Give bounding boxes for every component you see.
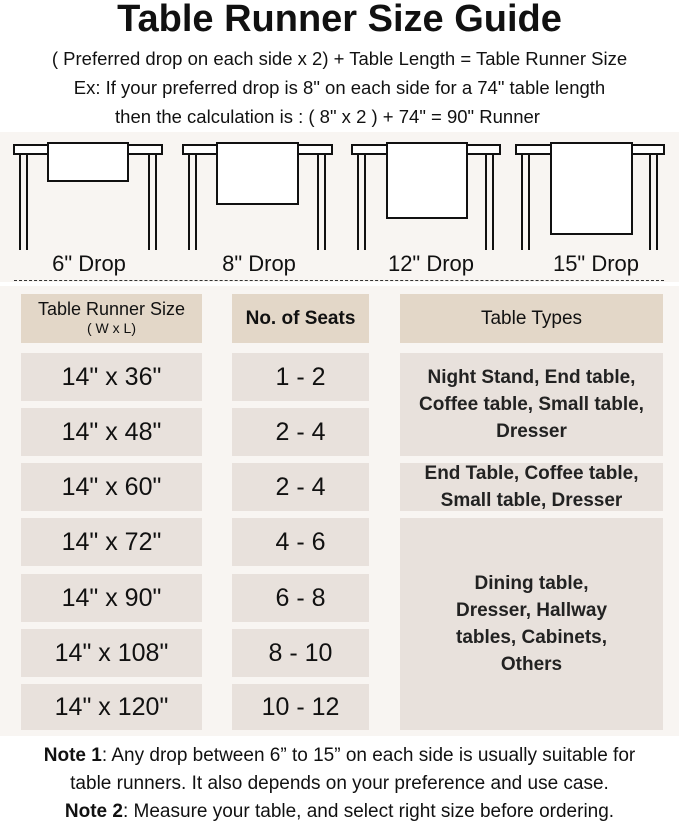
note-1-continued: table runners. It also depends on your p… (70, 773, 609, 794)
header-size: Table Runner Size ( W x L) (21, 294, 202, 343)
note-1-text: : Any drop between 6” to 15” on each sid… (101, 745, 636, 766)
seats-cell: 1 - 2 (232, 353, 369, 401)
note-2-text: : Measure your table, and select right s… (122, 801, 615, 822)
divider (14, 280, 664, 281)
header-types: Table Types (400, 294, 663, 343)
size-cell: 14" x 108" (21, 629, 202, 677)
size-cell: 14" x 120" (21, 684, 202, 730)
seats-cell: 4 - 6 (232, 518, 369, 566)
table-12-drop-icon (351, 142, 501, 250)
note-2: Note 2: Measure your table, and select r… (0, 801, 679, 823)
drop-label-8: 8" Drop (222, 251, 296, 276)
table-8-drop-icon (182, 142, 333, 250)
table-types-cell: Night Stand, End table, Coffee table, Sm… (400, 353, 663, 456)
example-line-2: then the calculation is : ( 8" x 2 ) + 7… (115, 106, 540, 127)
seats-cell: 6 - 8 (232, 574, 369, 622)
page-title: Table Runner Size Guide (117, 0, 562, 40)
table-6-drop-icon (13, 142, 163, 250)
table-15-drop-icon (515, 142, 665, 250)
formula-text: ( Preferred drop on each side x 2) + Tab… (51, 48, 628, 69)
drop-label-6: 6" Drop (52, 251, 126, 276)
seats-cell: 8 - 10 (232, 629, 369, 677)
table-types-cell: Dining table, Dresser, Hallway tables, C… (400, 518, 663, 730)
seats-cell: 2 - 4 (232, 463, 369, 511)
size-cell: 14" x 72" (21, 518, 202, 566)
size-cell: 14" x 36" (21, 353, 202, 401)
note-1-label: Note 1 (43, 745, 102, 766)
drop-label-15: 15" Drop (552, 251, 640, 276)
drop-illustrations (13, 142, 665, 250)
size-cell: 14" x 60" (21, 463, 202, 511)
drop-label-12: 12" Drop (387, 251, 475, 276)
note-1: Note 1: Any drop between 6” to 15” on ea… (0, 745, 679, 767)
size-cell: 14" x 90" (21, 574, 202, 622)
header-size-label: Table Runner Size (37, 298, 186, 319)
size-cell: 14" x 48" (21, 408, 202, 456)
seats-cell: 2 - 4 (232, 408, 369, 456)
header-size-sub: ( W x L) (87, 319, 136, 336)
example-line-1: Ex: If your preferred drop is 8" on each… (73, 77, 606, 98)
table-types-cell: End Table, Coffee table, Small table, Dr… (400, 463, 663, 511)
note-2-label: Note 2 (64, 801, 123, 822)
seats-cell: 10 - 12 (232, 684, 369, 730)
header-seats: No. of Seats (232, 294, 369, 343)
